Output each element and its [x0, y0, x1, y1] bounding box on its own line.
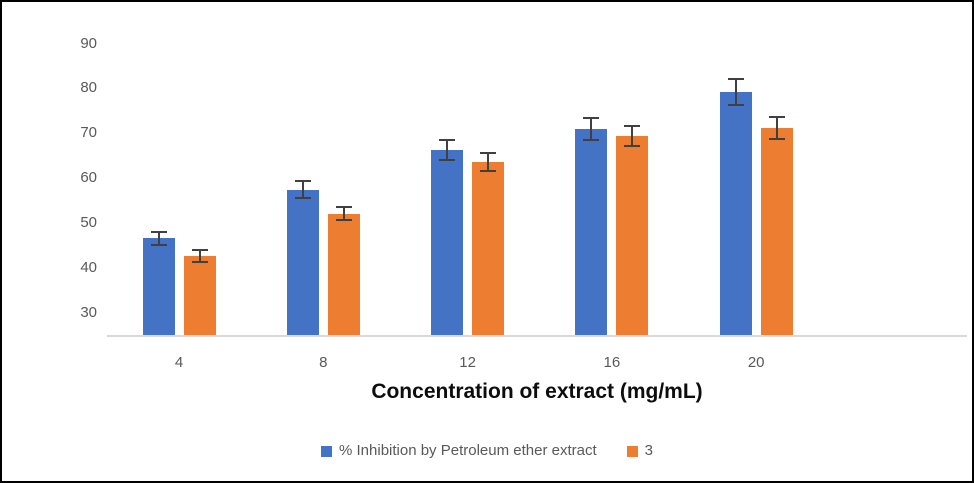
error-bar-line	[157, 231, 160, 245]
y-tick-label: 70	[80, 124, 97, 142]
error-bar-line	[775, 117, 778, 139]
error-bar-cap	[191, 261, 208, 264]
x-tick-label: 12	[459, 354, 476, 371]
error-bar-line	[446, 140, 449, 160]
x-axis-line	[107, 335, 967, 337]
bar-series2-cat-8	[327, 213, 360, 336]
error-bar-line	[590, 117, 593, 141]
y-tick-label: 80	[80, 79, 97, 97]
legend-item-series1: % Inhibition by Petroleum ether extract	[321, 443, 597, 459]
legend: % Inhibition by Petroleum ether extract 3	[2, 443, 972, 459]
error-bar-cap	[624, 145, 641, 148]
x-tick-label: 8	[319, 354, 328, 371]
bar-series1-cat-16	[575, 128, 608, 336]
x-tick-label: 4	[174, 354, 184, 371]
bar-series1-cat-4	[142, 238, 175, 336]
y-tick-label: 60	[80, 169, 97, 187]
error-bar-line	[198, 250, 201, 262]
bar-series2-cat-4	[183, 256, 216, 336]
legend-label: 3	[644, 442, 653, 459]
error-bar-cap	[294, 197, 311, 200]
error-bar-cap	[439, 139, 456, 142]
error-bar-cap	[727, 78, 744, 81]
error-bar-line	[301, 181, 304, 199]
error-bar-line	[734, 79, 737, 106]
bar-series1-cat-20	[719, 92, 752, 336]
legend-item-series2: 3	[626, 442, 653, 459]
legend-swatch-icon	[626, 445, 638, 457]
error-bar-line	[631, 125, 634, 147]
x-tick-label: 20	[747, 354, 765, 371]
bar-series1-cat-8	[286, 189, 319, 336]
y-tick-label: 40	[80, 258, 97, 276]
bar-series2-cat-16	[616, 136, 649, 336]
legend-swatch-icon	[321, 445, 332, 457]
error-bar-cap	[191, 249, 208, 252]
y-tick-label: 90	[80, 34, 97, 52]
error-bar-cap	[480, 170, 497, 173]
error-bar-cap	[480, 151, 497, 154]
error-bar-cap	[150, 243, 167, 246]
error-bar-cap	[335, 218, 352, 221]
y-tick-label: 30	[80, 303, 97, 321]
error-bar-cap	[583, 116, 600, 119]
error-bar-cap	[624, 124, 641, 127]
error-bar-cap	[768, 137, 785, 140]
bar-series2-cat-12	[472, 162, 505, 336]
error-bar-cap	[727, 104, 744, 107]
error-bar-cap	[583, 139, 600, 142]
legend-label: % Inhibition by Petroleum ether extract	[339, 442, 597, 459]
y-tick-label: 50	[80, 213, 97, 231]
error-bar-line	[487, 152, 490, 172]
error-bar-cap	[768, 116, 785, 119]
x-axis-title: Concentration of extract (mg/mL)	[371, 380, 703, 403]
error-bar-cap	[439, 158, 456, 161]
error-bar-line	[342, 207, 345, 220]
x-tick-label: 16	[603, 354, 621, 371]
bar-series1-cat-12	[431, 149, 464, 336]
error-bar-cap	[150, 230, 167, 233]
error-bar-cap	[335, 206, 352, 209]
error-bar-cap	[294, 180, 311, 183]
bar-series2-cat-20	[760, 127, 793, 336]
